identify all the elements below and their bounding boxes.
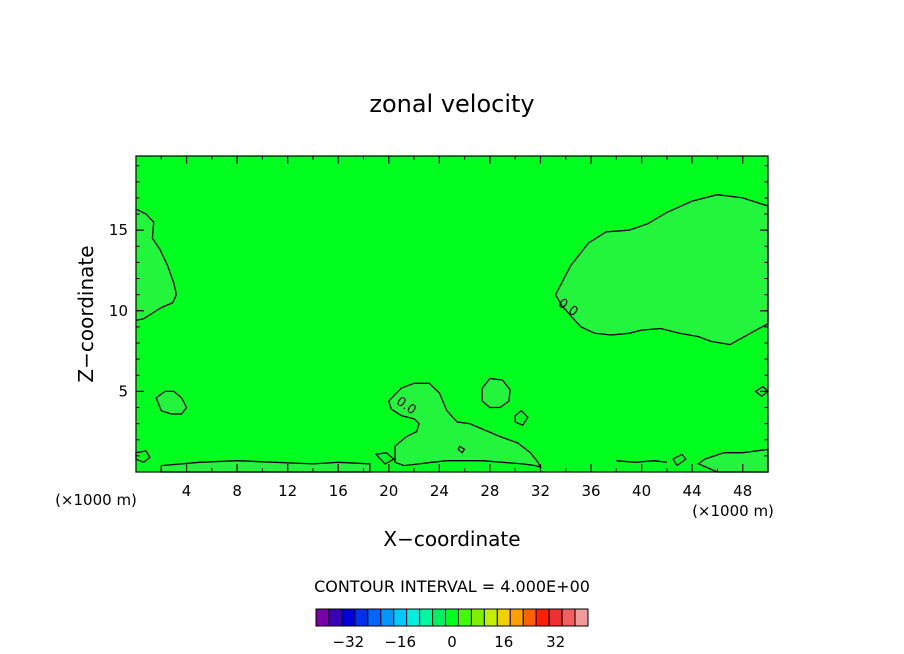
- x-tick-label-32: 32: [531, 482, 550, 500]
- left-small-contour: [155, 390, 188, 415]
- colorbar: [315, 608, 589, 627]
- colorbar-swatch-12: [470, 608, 485, 627]
- bottom-strip-right: [698, 449, 768, 472]
- x-tick-label-24: 24: [430, 482, 449, 500]
- colorbar-swatch-16: [522, 608, 537, 627]
- colorbar-swatch-13: [483, 608, 498, 627]
- colorbar-swatch-5: [380, 608, 395, 627]
- colorbar-swatch-2: [341, 608, 356, 627]
- small-closed-4: [672, 453, 687, 467]
- upper-right-contour: [554, 194, 769, 346]
- x-tick-layer: 4 8 12 16 20 24 28 32 36 40 44 48: [160, 156, 752, 500]
- y-axis-label: Z−coordinate: [74, 245, 98, 382]
- x-tick-label-4: 4: [182, 482, 192, 500]
- colorbar-labels: −32 −16 0 16 32: [333, 633, 566, 651]
- x-unit-left: (×1000 m): [55, 491, 137, 509]
- left-edge-contour: [135, 208, 178, 322]
- center-small-cell: [482, 378, 511, 408]
- colorbar-label-2: 0: [447, 633, 457, 651]
- left-edge-cell: [136, 209, 177, 321]
- region-layer: [136, 194, 768, 472]
- small-closed-1: [514, 409, 529, 427]
- x-axis-label: X−coordinate: [383, 527, 520, 551]
- left-small-cell: [156, 391, 187, 414]
- colorbar-label-4: 32: [546, 633, 565, 651]
- colorbar-swatch-6: [393, 608, 408, 627]
- small-closed-5: [374, 452, 396, 465]
- center-bottom-cell: [388, 383, 541, 468]
- small-closed-6: [457, 445, 466, 454]
- x-tick-label-16: 16: [329, 482, 348, 500]
- x-tick-label-36: 36: [581, 482, 600, 500]
- colorbar-swatch-3: [354, 608, 369, 627]
- plot-frame: [135, 155, 769, 473]
- colorbar-label-0: −32: [333, 633, 365, 651]
- colorbar-swatch-11: [457, 608, 472, 627]
- x-tick-label-12: 12: [278, 482, 297, 500]
- colorbar-swatch-1: [328, 608, 343, 627]
- colorbar-label-3: 16: [494, 633, 513, 651]
- center-small-contour: [481, 377, 511, 409]
- x-tick-label-8: 8: [232, 482, 242, 500]
- y-tick-label-10: 10: [109, 302, 128, 320]
- x-tick-label-28: 28: [480, 482, 499, 500]
- y-tick-layer: 5 10 15: [109, 165, 768, 457]
- colorbar-swatch-19: [561, 608, 576, 627]
- x-tick-label-44: 44: [683, 482, 702, 500]
- center-bottom-contour: [388, 382, 542, 469]
- colorbar-swatch-10: [445, 608, 459, 627]
- colorbar-label-1: −16: [384, 633, 416, 651]
- low-line-right: [616, 460, 667, 463]
- y-tick-label-5: 5: [118, 382, 128, 400]
- colorbar-swatch-15: [509, 608, 524, 627]
- colorbar-swatch-0: [315, 608, 330, 627]
- bottom-strip-left: [161, 460, 370, 472]
- colorbar-swatch-20: [574, 608, 589, 627]
- x-tick-label-20: 20: [379, 482, 398, 500]
- y-tick-label-15: 15: [109, 221, 128, 239]
- colorbar-swatch-4: [367, 608, 382, 627]
- x-tick-label-48: 48: [733, 482, 752, 500]
- chart-title: zonal velocity: [369, 90, 534, 118]
- x-tick-label-40: 40: [632, 482, 651, 500]
- colorbar-swatch-14: [496, 608, 511, 627]
- x-unit-right: (×1000 m): [692, 502, 774, 520]
- contour-interval-text: CONTOUR INTERVAL = 4.000E+00: [314, 577, 590, 596]
- colorbar-swatch-8: [419, 608, 434, 627]
- colorbar-swatch-18: [548, 608, 563, 627]
- colorbar-swatch-9: [432, 608, 447, 627]
- colorbar-swatch-7: [406, 608, 421, 627]
- colorbar-swatch-17: [535, 608, 550, 627]
